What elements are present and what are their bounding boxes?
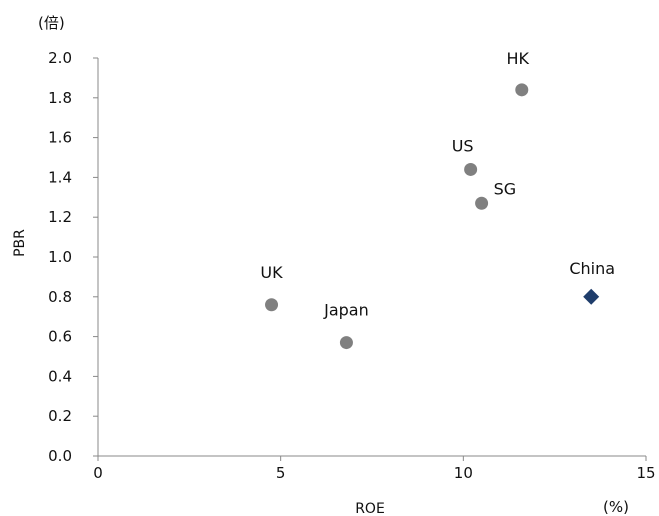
- y-tick-label: 1.6: [48, 129, 72, 147]
- y-tick-label: 1.0: [48, 248, 72, 266]
- axes: [93, 57, 647, 461]
- point-hk: [515, 83, 529, 97]
- x-tick-label: 0: [93, 464, 103, 482]
- x-axis-title: ROE: [355, 501, 385, 516]
- point-label-japan: Japan: [323, 301, 369, 320]
- y-tick-labels: 0.0 0.2 0.4 0.6 0.8 1.0 1.2 1.4 1.6 1.8 2.0: [48, 49, 72, 465]
- x-tick-label: 15: [636, 464, 655, 482]
- x-tick-label: 5: [276, 464, 286, 482]
- point-label-sg: SG: [494, 179, 517, 198]
- point-label-uk: UK: [260, 263, 283, 282]
- y-unit-label: (倍): [38, 14, 65, 32]
- y-tick-label: 1.8: [48, 89, 72, 107]
- x-tick-labels: 0 5 10 15: [93, 464, 655, 482]
- point-us: [464, 162, 478, 176]
- y-tick-label: 2.0: [48, 49, 72, 67]
- point-japan: [339, 336, 353, 350]
- y-tick-label: 0.6: [48, 328, 72, 346]
- data-points: [265, 83, 600, 350]
- x-unit-label: (%): [603, 498, 629, 516]
- point-china: [583, 288, 600, 305]
- y-tick-label: 0.2: [48, 407, 72, 425]
- y-tick-label: 1.2: [48, 208, 72, 226]
- point-uk: [265, 298, 279, 312]
- point-sg: [475, 196, 489, 210]
- y-axis-title: PBR: [12, 229, 28, 257]
- y-tick-label: 1.4: [48, 168, 72, 186]
- y-tick-label: 0.8: [48, 288, 72, 306]
- x-tick-label: 10: [454, 464, 473, 482]
- y-tick-label: 0.4: [48, 367, 72, 385]
- point-labels: HK US SG UK Japan China: [260, 49, 615, 320]
- point-label-china: China: [569, 259, 615, 278]
- y-tick-label: 0.0: [48, 447, 72, 465]
- point-label-hk: HK: [507, 49, 530, 68]
- point-label-us: US: [452, 136, 474, 155]
